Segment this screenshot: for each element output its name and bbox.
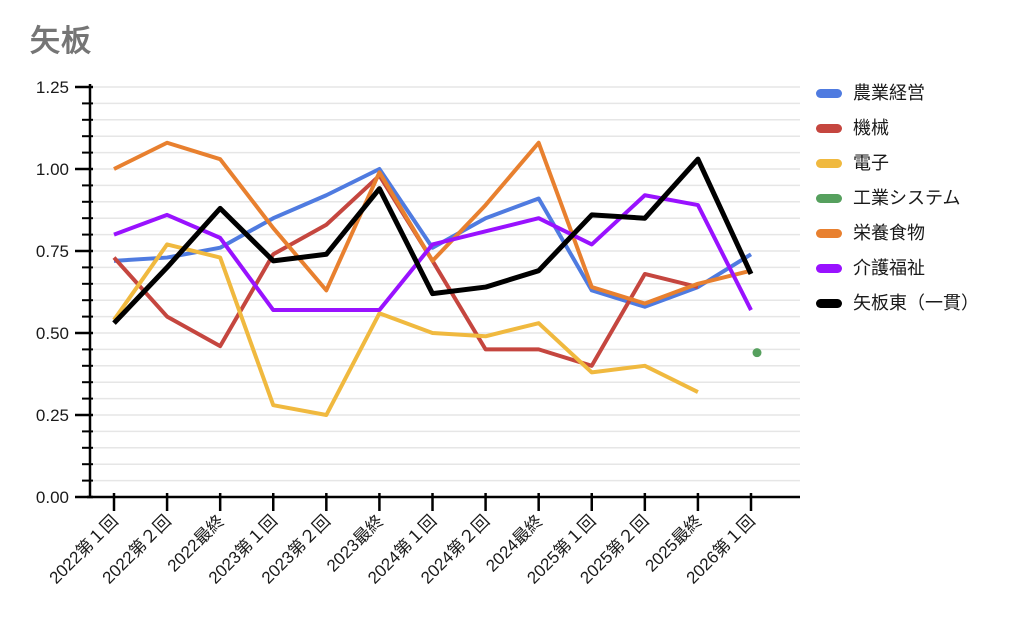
series-line-電子 [112,242,699,417]
chart-title: 矢板 [30,25,92,58]
legend-label: 農業経営 [853,83,925,103]
y-axis-label: 0.00 [36,488,69,507]
legend-item-介護福祉[interactable]: 介護福祉 [816,259,979,277]
legend-swatch-icon [816,123,842,133]
y-axis-label: 0.50 [36,324,69,343]
legend-item-矢板東（一貫）[interactable]: 矢板東（一貫） [816,294,979,312]
legend: 農業経営機械電子工業システム 栄養食物介護福祉矢板東（一貫） [816,84,979,312]
series-line-農業経営 [113,167,753,309]
series-point-工業システム [752,348,762,358]
legend-label: 矢板東（一貫） [853,293,979,313]
y-axis-label: 1.25 [36,78,69,97]
series-line-栄養食物 [113,140,752,306]
y-axis-label: 0.75 [36,242,69,261]
series-line-矢板東（一貫） [112,156,754,325]
legend-item-栄養食物[interactable]: 栄養食物 [816,224,979,242]
legend-label: 工業システム [853,188,961,208]
legend-item-農業経営[interactable]: 農業経営 [816,84,979,102]
series-line-機械 [112,173,699,368]
legend-item-電子[interactable]: 電子 [816,154,979,172]
legend-label: 機械 [853,118,889,138]
legend-swatch-icon [816,88,842,98]
legend-item-工業システム[interactable]: 工業システム [816,189,979,207]
y-axis-label: 1.00 [36,160,69,179]
legend-item-機械[interactable]: 機械 [816,119,979,137]
legend-label: 介護福祉 [853,258,925,278]
series-line-介護福祉 [113,193,753,313]
legend-swatch-icon [816,263,842,273]
legend-swatch-icon [816,193,842,203]
legend-swatch-icon [816,228,842,238]
legend-label: 電子 [853,153,889,173]
y-axis-label: 0.25 [36,406,69,425]
legend-swatch-icon [816,298,842,308]
legend-swatch-icon [816,158,842,168]
legend-label: 栄養食物 [853,223,925,243]
